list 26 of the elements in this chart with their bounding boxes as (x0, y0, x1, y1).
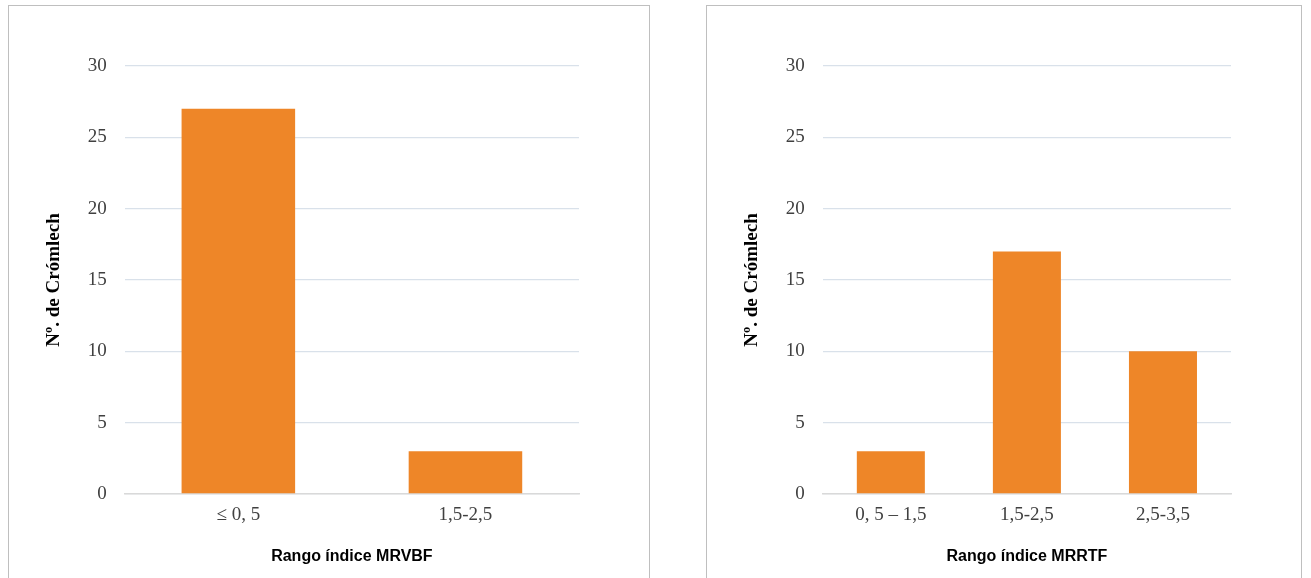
x-tick-label: ≤ 0, 5 (216, 503, 261, 525)
y-tick-label: 25 (87, 125, 107, 147)
x-tick-label: 2,5-3,5 (1136, 503, 1190, 525)
x-axis-title: Rango índice MRVBF (271, 546, 433, 564)
bar (856, 451, 925, 494)
y-tick-label: 30 (785, 53, 805, 75)
x-axis-title: Rango índice MRRTF (946, 546, 1108, 564)
y-tick-label: 10 (785, 339, 805, 361)
y-tick-label: 30 (87, 53, 107, 75)
y-tick-label: 20 (785, 196, 805, 218)
x-tick-label: 0, 5 – 1,5 (855, 503, 927, 525)
bar (1128, 351, 1197, 494)
y-tick-label: 15 (785, 267, 805, 289)
y-tick-label: 0 (795, 481, 805, 503)
y-tick-label: 0 (97, 481, 107, 503)
y-tick-label: 20 (87, 196, 107, 218)
y-tick-label: 25 (785, 125, 805, 147)
y-tick-label: 15 (87, 267, 107, 289)
x-tick-label: 1,5-2,5 (438, 503, 493, 525)
y-tick-label: 10 (87, 339, 107, 361)
y-axis-title: Nº. de Crómlech (42, 212, 64, 347)
y-axis-title: Nº. de Crómlech (740, 212, 762, 347)
y-tick-label: 5 (795, 410, 805, 432)
bar (992, 251, 1061, 494)
y-tick-label: 5 (97, 410, 107, 432)
x-tick-label: 1,5-2,5 (999, 503, 1054, 525)
